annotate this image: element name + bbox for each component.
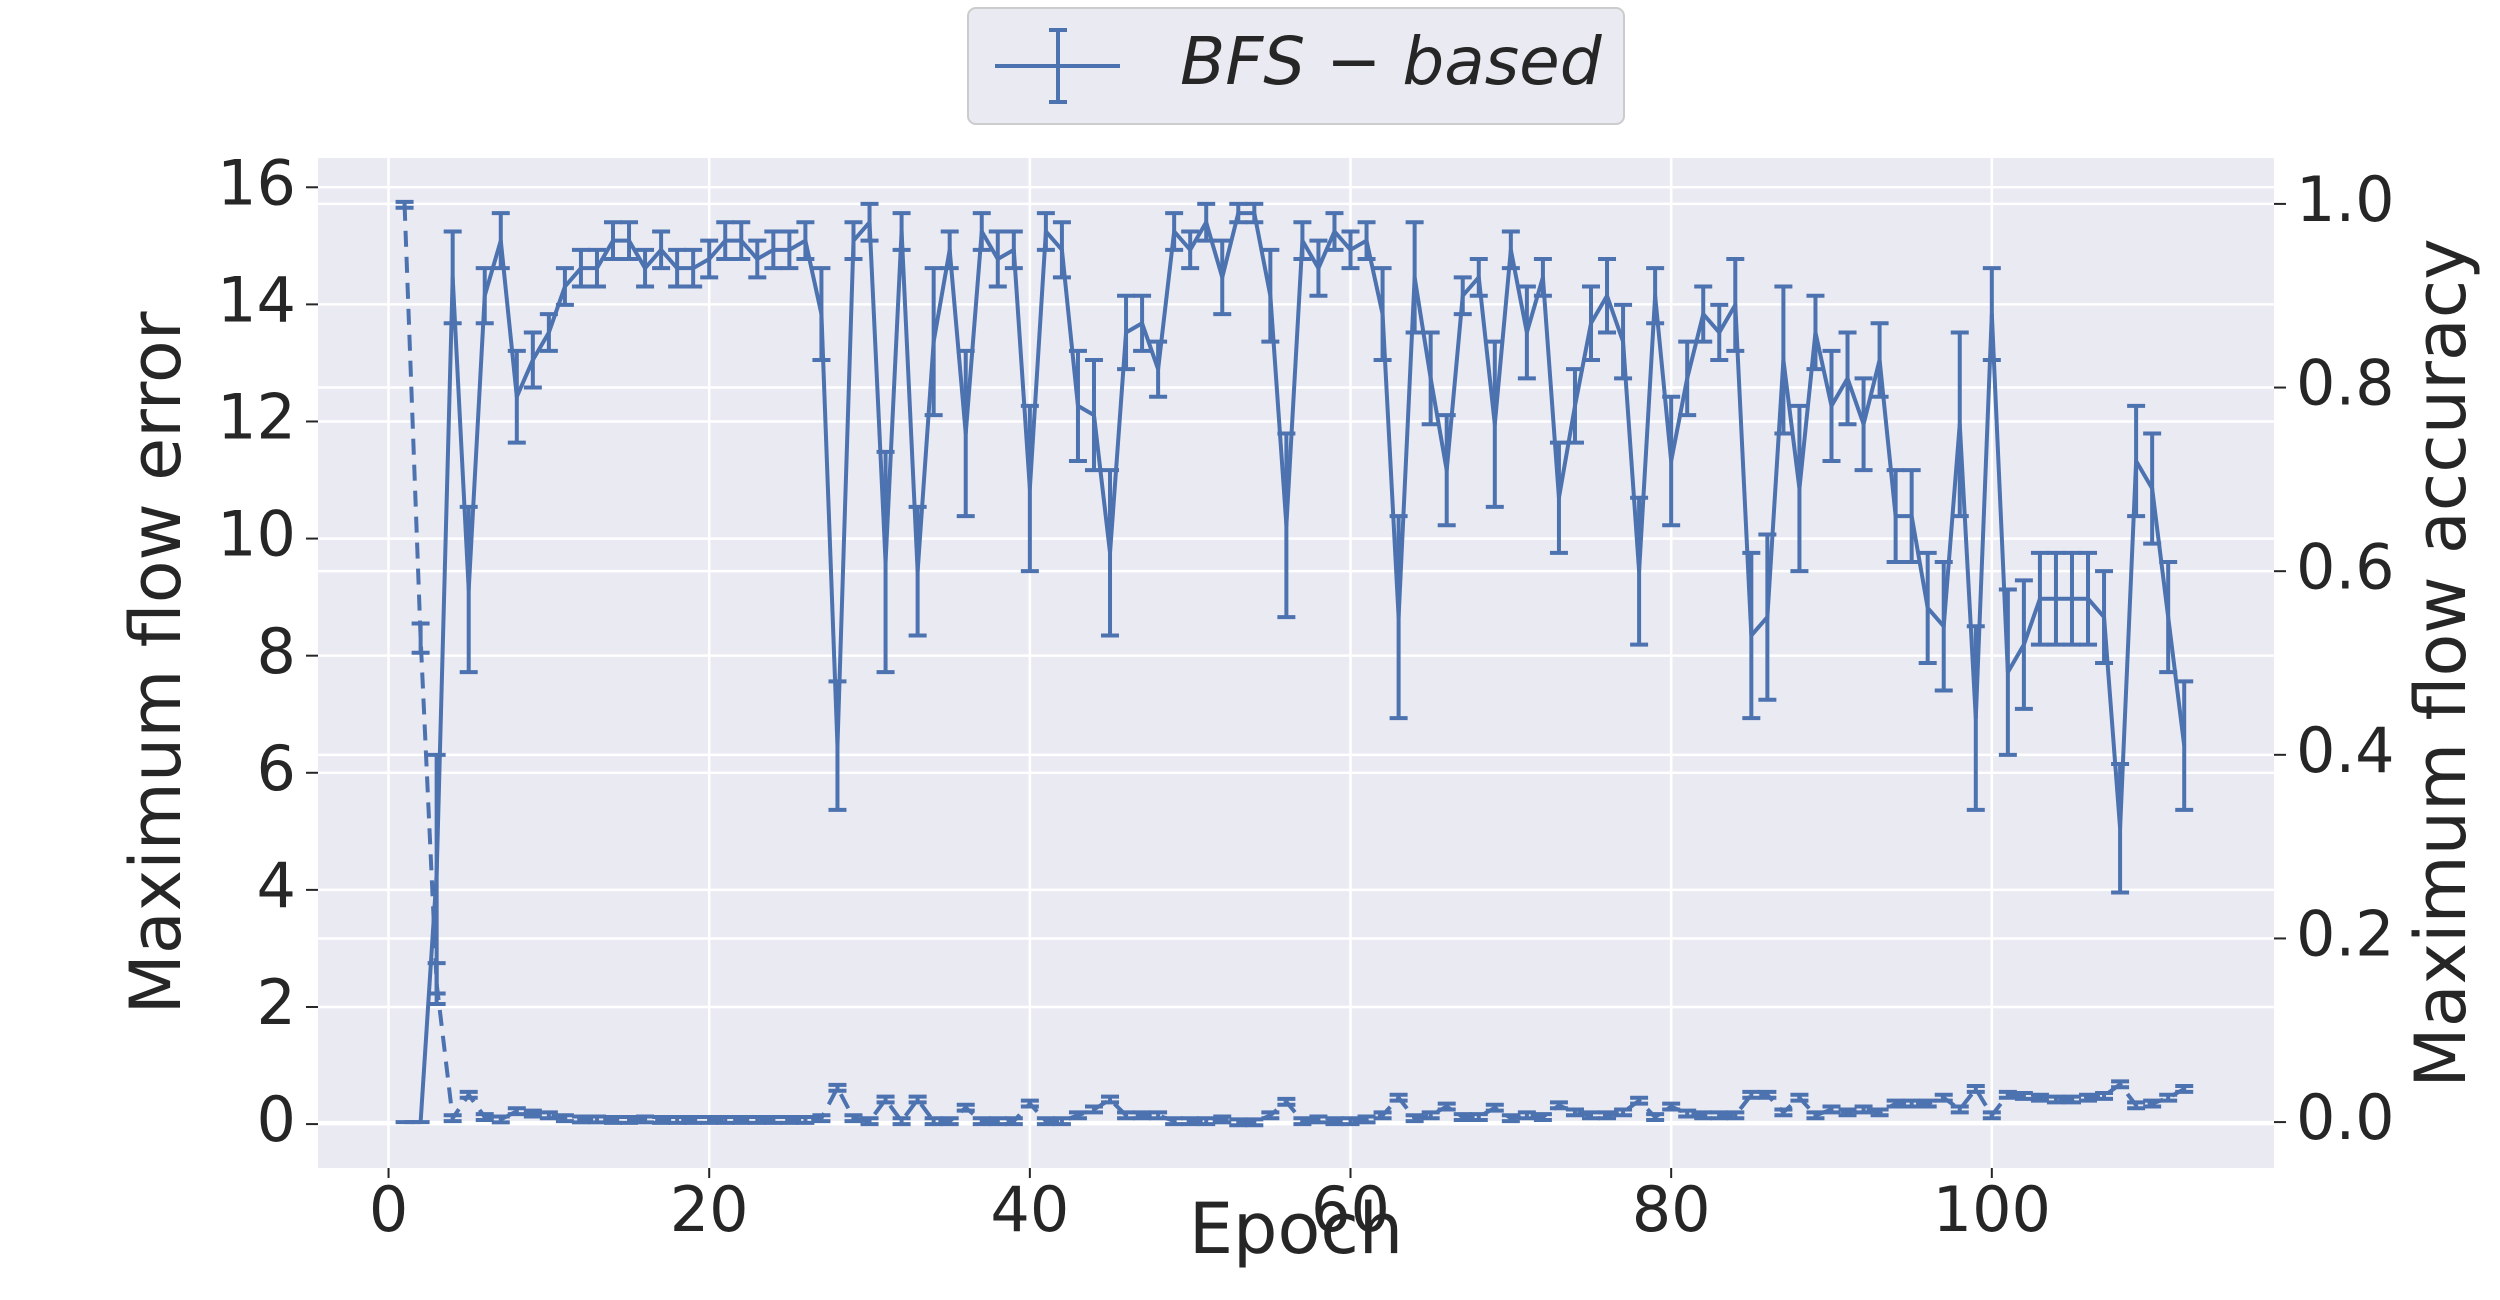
error-bar [1229,1117,1248,1128]
error-bar [1966,1084,1985,1094]
x-tick-label: 100 [1933,1173,2051,1246]
error-bar [2014,1091,2033,1101]
y2-tick-label: 1.0 [2296,163,2395,236]
y-tick-label: 8 [257,615,296,688]
legend-swatch [995,28,1120,104]
series-line [404,211,2187,1125]
x-tick-label: 40 [990,1173,1069,1246]
x-tick-label: 60 [1311,1173,1390,1246]
y-tick-label: 4 [257,849,296,922]
y2-tick-label: 0.0 [2296,1081,2395,1154]
y-tick-label: 14 [217,263,296,336]
y-axis-label: Maximum flow error [115,311,197,1014]
error-bar [988,1116,1007,1127]
error-bar [892,1116,911,1127]
y2-tick-label: 0.4 [2296,714,2395,787]
error-bar [828,1082,847,1093]
y2-tick-label: 0.2 [2296,898,2395,971]
y2-tick-label: 0.8 [2296,347,2395,420]
y-tick-label: 2 [257,966,296,1039]
error-bar [796,1115,815,1125]
y-tick-label: 16 [217,146,296,219]
error-bar [716,1115,735,1125]
error-bar [587,1114,606,1125]
y-tick-label: 0 [257,1083,296,1156]
error-bar [1197,1116,1216,1127]
y-tick-label: 12 [217,381,296,454]
x-tick-label: 20 [670,1173,749,1246]
x-axis-label: Epoch [1189,1188,1403,1270]
plot-area [318,158,2274,1168]
legend: BFS − based [967,7,1625,125]
error-bar [924,1116,943,1127]
legend-box [967,7,1625,125]
error-bar [1309,1114,1328,1125]
x-tick-label: 0 [369,1173,408,1246]
error-bar [1245,1117,1264,1128]
error-bar [668,1115,687,1125]
grid: 0 20 40 60 80 100 0 2 4 6 8 10 12 14 16 0.0 0.2 0.4 0.6 0.8… [217,146,2395,1246]
error-bar [748,1115,767,1125]
series-line [402,204,2186,1125]
marks [395,199,2194,1128]
x-tick-label: 80 [1632,1173,1711,1246]
error-bar [2046,1094,2065,1105]
error-bar [620,1115,639,1125]
error-bar [1341,1116,1360,1127]
error-bar [908,1094,927,1105]
y2-tick-label: 0.6 [2296,530,2395,603]
legend-label: BFS − based [1180,23,1603,100]
error-bar [1726,1110,1745,1121]
error-bar [1902,1098,1921,1109]
error-bar [2175,679,2194,812]
y-tick-label: 6 [257,732,296,805]
error-bar [876,1094,895,1105]
y-tick-label: 10 [217,498,296,571]
y2-axis-label: Maximum flow accuracy [2400,238,2482,1087]
error-bar [1052,1116,1071,1127]
